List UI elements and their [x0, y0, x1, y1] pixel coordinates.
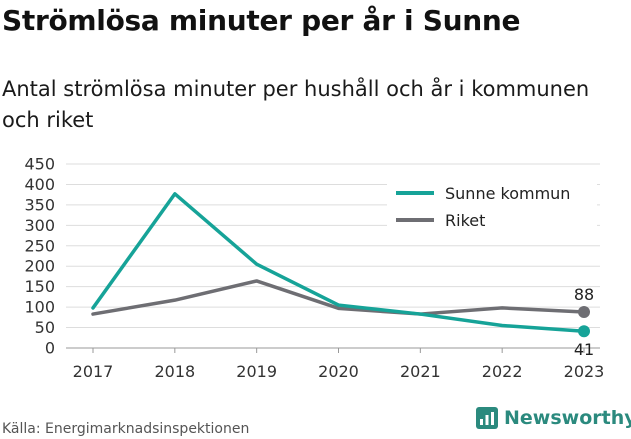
brand-logo[interactable]: Newsworthy [476, 407, 631, 429]
y-tick-label: 200 [24, 257, 55, 276]
legend-background [387, 181, 597, 233]
series-end-point-2 [578, 306, 590, 319]
legend-label-2: Riket [445, 211, 485, 230]
x-tick-label: 2019 [236, 362, 277, 381]
chart-subtitle: Antal strömlösa minuter per hushåll och … [2, 77, 590, 132]
y-tick-label: 50 [35, 318, 55, 337]
end-data-label-2: 88 [574, 285, 594, 304]
brand-name: Newsworthy [504, 407, 631, 429]
x-tick-label: 2017 [73, 362, 114, 381]
y-tick-label: 150 [24, 277, 55, 296]
y-tick-label: 300 [24, 216, 55, 235]
x-tick-label: 2023 [564, 362, 605, 381]
series-line-1 [91, 192, 586, 333]
series-line-2 [91, 279, 586, 316]
x-tick-label: 2020 [318, 362, 359, 381]
y-tick-label: 450 [24, 155, 55, 174]
y-tick-label: 100 [24, 298, 55, 317]
y-tick-label: 0 [45, 339, 55, 358]
y-tick-label: 400 [24, 175, 55, 194]
source-note: Källa: Energimarknadsinspektionen [2, 421, 250, 437]
x-tick-label: 2018 [154, 362, 195, 381]
x-tick-label: 2022 [482, 362, 523, 381]
y-tick-label: 250 [24, 236, 55, 255]
chart-title: Strömlösa minuter per år i Sunne [2, 4, 521, 37]
legend-label-1: Sunne kommun [445, 184, 570, 203]
y-tick-label: 350 [24, 195, 55, 214]
end-data-label-1: 41 [574, 340, 594, 359]
series-end-point-1 [578, 325, 590, 338]
x-tick-label: 2021 [400, 362, 441, 381]
newsworthy-logo-icon [476, 407, 498, 429]
